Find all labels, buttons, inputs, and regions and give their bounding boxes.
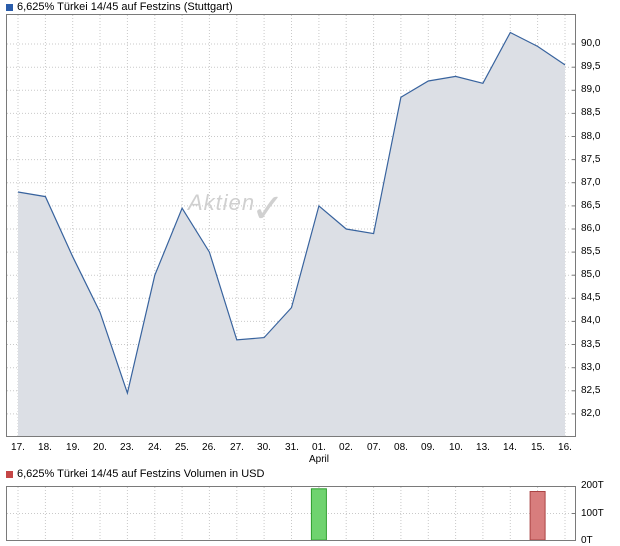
x-tick-label: 26. <box>202 442 216 453</box>
volume-y-tick-label: 100T <box>581 508 604 519</box>
x-tick-label: 20. <box>93 442 107 453</box>
price-x-axis: 17. 18. 19. 20. 23. 24. 25. 26. 27. 30. 31. 01. 02. 0… <box>6 443 576 455</box>
price-y-tick-label: 89,0 <box>581 84 601 95</box>
price-y-tick-label: 88,0 <box>581 131 601 142</box>
x-tick-label: 09. <box>421 442 435 453</box>
price-chart-title: 6,625% Türkei 14/45 auf Festzins (Stuttg… <box>17 1 233 13</box>
price-y-tick-label: 84,0 <box>581 315 601 326</box>
x-tick-label: 10. <box>449 442 463 453</box>
price-y-tick-label: 85,5 <box>581 246 601 257</box>
volume-chart-plot <box>6 486 576 541</box>
x-tick-label: 31. <box>285 442 299 453</box>
x-tick-label: 15. <box>531 442 545 453</box>
x-tick-label: 17. <box>11 442 25 453</box>
price-y-tick-label: 82,5 <box>581 385 601 396</box>
volume-chart-canvas <box>6 486 576 541</box>
volume-y-axis: 200T 100T 0T <box>581 481 620 546</box>
price-y-tick-label: 89,5 <box>581 61 601 72</box>
price-y-tick-label: 90,0 <box>581 38 601 49</box>
price-chart-header: 6,625% Türkei 14/45 auf Festzins (Stuttg… <box>6 1 233 13</box>
x-tick-label: 24. <box>148 442 162 453</box>
x-tick-label: 13. <box>476 442 490 453</box>
x-tick-label: 25. <box>175 442 189 453</box>
x-tick-label: 08. <box>394 442 408 453</box>
price-y-tick-label: 82,0 <box>581 408 601 419</box>
x-tick-label: 23. <box>120 442 134 453</box>
price-y-tick-label: 86,5 <box>581 200 601 211</box>
x-tick-label: 30. <box>257 442 271 453</box>
price-y-tick-label: 86,0 <box>581 223 601 234</box>
price-y-tick-label: 83,5 <box>581 339 601 350</box>
x-tick-label: 07. <box>367 442 381 453</box>
x-tick-label: 16. <box>558 442 572 453</box>
volume-y-tick-label: 200T <box>581 480 604 491</box>
volume-series-swatch-icon <box>6 470 13 478</box>
volume-y-tick-label: 0T <box>581 535 593 546</box>
price-y-axis: 90,0 89,5 89,0 88,5 88,0 87,5 87,0 86,5 86,0 85,5… <box>581 14 620 437</box>
x-tick-label: 27. <box>230 442 244 453</box>
x-axis-month-label: April <box>308 454 330 465</box>
price-series-swatch-icon <box>6 3 13 11</box>
price-y-tick-label: 87,5 <box>581 154 601 165</box>
volume-chart-title: 6,625% Türkei 14/45 auf Festzins Volumen… <box>17 468 265 480</box>
volume-chart-header: 6,625% Türkei 14/45 auf Festzins Volumen… <box>6 468 264 480</box>
x-tick-label: 14. <box>503 442 517 453</box>
price-chart-plot: Aktien ✓ <box>6 14 576 437</box>
price-y-tick-label: 83,0 <box>581 362 601 373</box>
price-y-tick-label: 88,5 <box>581 107 601 118</box>
x-tick-label: 19. <box>66 442 80 453</box>
price-y-tick-label: 84,5 <box>581 292 601 303</box>
price-chart-canvas <box>6 14 576 437</box>
x-tick-label: 18. <box>38 442 52 453</box>
x-tick-label: 01. <box>312 442 326 453</box>
price-y-tick-label: 87,0 <box>581 177 601 188</box>
price-y-tick-label: 85,0 <box>581 269 601 280</box>
x-tick-label: 02. <box>339 442 353 453</box>
